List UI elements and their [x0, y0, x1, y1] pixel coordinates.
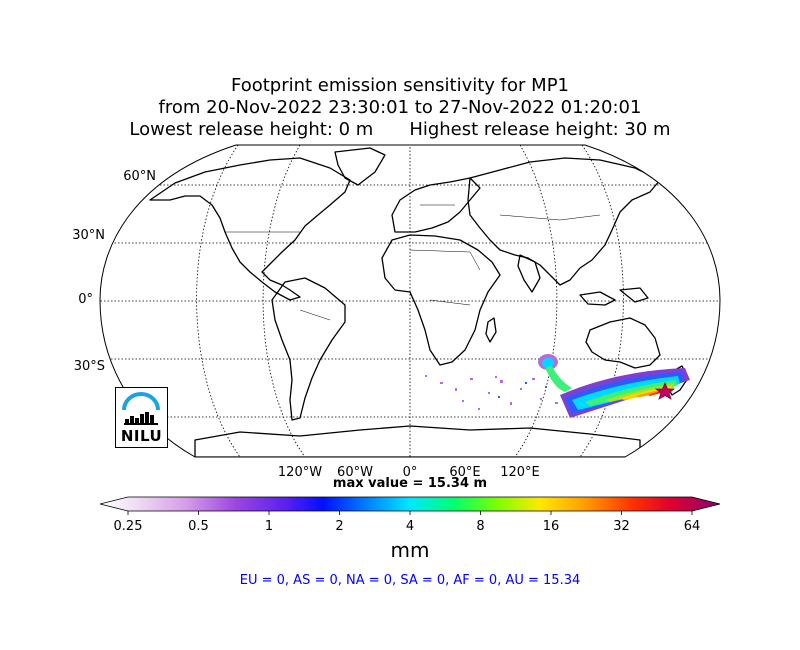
- lowest-release-height: Lowest release height: 0 m: [129, 119, 374, 140]
- colorbar-tick-7: 32: [613, 519, 630, 534]
- lon-label-0: 0°: [403, 465, 418, 480]
- country-borders: [225, 204, 601, 321]
- lat-label-30s: 30°S: [74, 359, 105, 374]
- colorbar-tick-3: 2: [335, 519, 344, 534]
- lat-label-0: 0°: [78, 292, 93, 307]
- nilu-logo-text: NILU: [120, 427, 163, 445]
- title-line-2: from 20-Nov-2022 23:30:01 to 27-Nov-2022…: [158, 97, 642, 118]
- emission-plume: [425, 354, 690, 418]
- lon-label-120w: 120°W: [278, 465, 322, 480]
- colorbar-units: mm: [390, 538, 430, 562]
- colorbar-tick-8: 64: [683, 519, 701, 534]
- lat-label-30n: 30°N: [72, 228, 105, 243]
- title-line-3: Lowest release height: 0 m Highest releas…: [0, 119, 800, 141]
- lat-label-60n: 60°N: [123, 169, 156, 184]
- title-line-1: Footprint emission sensitivity for MP1: [230, 75, 569, 96]
- colorbar-tick-4: 4: [405, 519, 415, 534]
- lon-label-60w: 60°W: [337, 465, 373, 480]
- region-values: EU = 0, AS = 0, NA = 0, SA = 0, AF = 0, …: [239, 573, 581, 588]
- colorbar-tick-0: 0.25: [113, 519, 143, 534]
- colorbar-tick-5: 8: [476, 519, 485, 534]
- colorbar-tick-6: 16: [542, 519, 560, 534]
- colorbar-tick-1: 0.5: [188, 519, 209, 534]
- nilu-logo-graphic: [122, 392, 160, 425]
- colorbar-tick-2: 1: [264, 519, 274, 534]
- max-value: max value = 15.34 m: [332, 476, 488, 491]
- nilu-logo: NILU: [115, 387, 168, 448]
- lon-label-120e: 120°E: [500, 465, 540, 480]
- colorbar: [99, 496, 721, 512]
- lon-label-60e: 60°E: [449, 465, 480, 480]
- coastlines: [149, 147, 689, 457]
- colorbar-ticks: [127, 511, 693, 515]
- star-icon: [654, 381, 676, 400]
- highest-release-height: Highest release height: 30 m: [409, 119, 671, 140]
